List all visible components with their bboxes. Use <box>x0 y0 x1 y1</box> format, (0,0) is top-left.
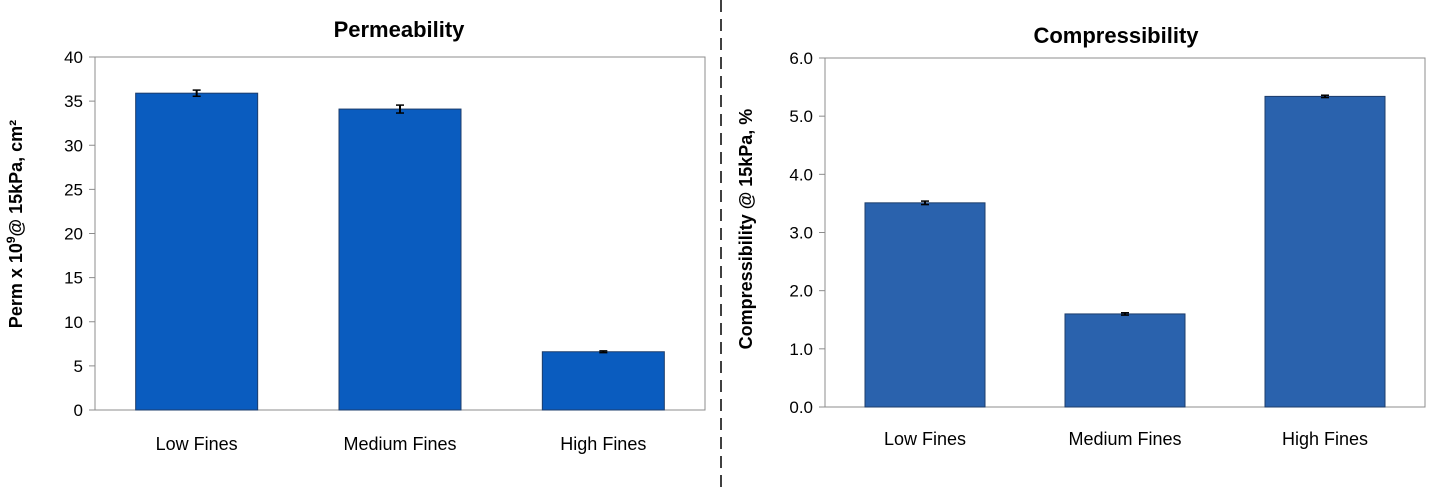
y-tick-label: 35 <box>64 92 83 111</box>
permeability-plot-area: 0 5 10 15 20 25 30 35 40 Low Fines Medium Fines Hig… <box>64 48 706 454</box>
x-category-label: High Fines <box>1282 429 1368 449</box>
x-category-label: High Fines <box>560 434 646 454</box>
y-tick-label: 2.0 <box>789 282 813 301</box>
y-tick-label: 10 <box>64 313 83 332</box>
x-category-label: Medium Fines <box>343 434 456 454</box>
y-tick-label: 25 <box>64 180 83 199</box>
bar <box>135 92 259 411</box>
permeability-title: Permeability <box>334 17 466 42</box>
y-tick-label: 15 <box>64 269 83 288</box>
y-tick-label: 0 <box>74 401 83 420</box>
y-tick-label: 20 <box>64 225 83 244</box>
x-category-label: Medium Fines <box>1068 429 1181 449</box>
y-tick-label: 40 <box>64 48 83 67</box>
compressibility-plot-area: 0.0 1.0 2.0 3.0 4.0 5.0 6.0 Low Fines Medium Fin… <box>789 49 1426 449</box>
y-tick-label: 3.0 <box>789 224 813 243</box>
y-tick-label: 5.0 <box>789 107 813 126</box>
x-category-label: Low Fines <box>156 434 238 454</box>
y-tick-label: 4.0 <box>789 165 813 184</box>
bar <box>338 108 462 411</box>
permeability-chart: Permeability Perm x 109@ 15kPa, cm² 0 5 10… <box>4 17 706 454</box>
compressibility-title: Compressibility <box>1033 23 1199 48</box>
bar <box>864 202 986 408</box>
y-tick-label: 30 <box>64 136 83 155</box>
permeability-y-axis-label: Perm x 109@ 15kPa, cm² <box>4 120 26 328</box>
bar <box>1064 313 1186 408</box>
bar <box>1264 95 1386 408</box>
y-tick-label: 5 <box>74 357 83 376</box>
x-category-label: Low Fines <box>884 429 966 449</box>
y-tick-label: 1.0 <box>789 340 813 359</box>
y-tick-label: 0.0 <box>789 398 813 417</box>
compressibility-chart: Compressibility Compressibility @ 15kPa,… <box>736 23 1426 449</box>
bar <box>541 351 665 411</box>
y-tick-label: 6.0 <box>789 49 813 68</box>
compressibility-y-axis-label: Compressibility @ 15kPa, % <box>736 109 756 350</box>
